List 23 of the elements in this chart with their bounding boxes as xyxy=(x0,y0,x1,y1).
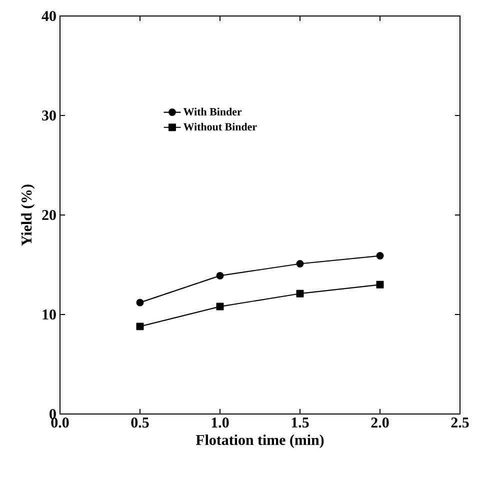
legend-label: With Binder xyxy=(183,108,242,116)
y-tick-label: 10 xyxy=(42,309,56,320)
x-tick-label: 0.0 xyxy=(51,418,69,428)
legend-label: Without Binder xyxy=(183,122,257,131)
point xyxy=(296,290,304,298)
x-tick-label: 0.5 xyxy=(131,418,149,428)
point xyxy=(136,298,144,306)
x-tick-label: 1.5 xyxy=(292,418,309,428)
x-tick-label: 2.5 xyxy=(451,418,469,428)
y-tick-label: 20 xyxy=(42,210,56,220)
x-axis-title: Flotation time (min) xyxy=(196,434,324,448)
point xyxy=(376,280,384,288)
point xyxy=(376,252,384,260)
x-tick-label: 1.0 xyxy=(212,418,229,428)
y-tick-label: 40 xyxy=(42,10,56,22)
y-tick-label: 0 xyxy=(50,408,56,420)
point xyxy=(296,260,304,268)
x-tick-label: 2.0 xyxy=(371,418,389,428)
point xyxy=(216,272,224,280)
y-axis-title: Yield (%) xyxy=(21,184,35,246)
point xyxy=(216,302,224,310)
point xyxy=(136,322,144,330)
y-tick-label: 30 xyxy=(42,110,56,121)
